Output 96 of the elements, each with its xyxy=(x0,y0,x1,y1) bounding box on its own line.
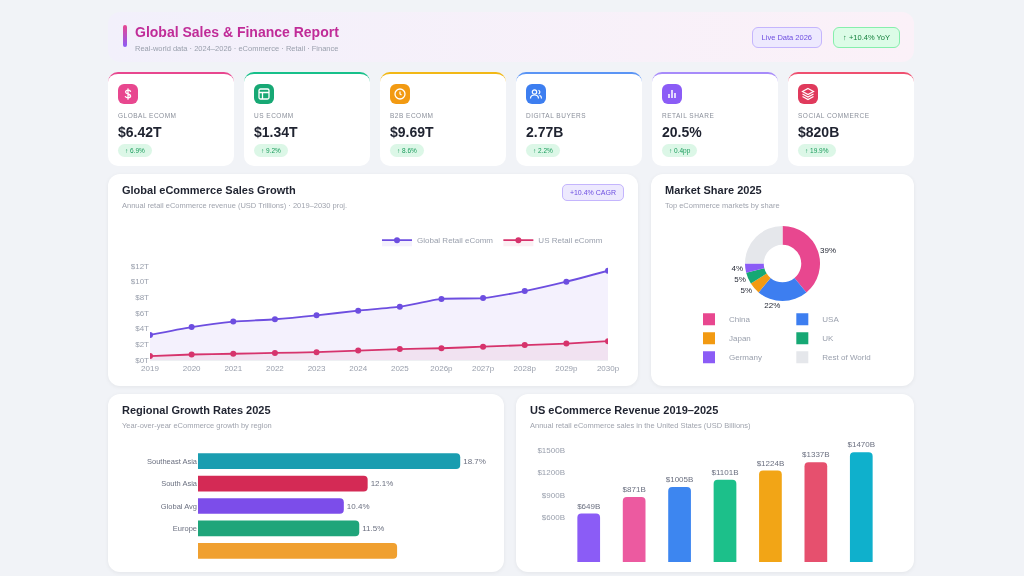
point xyxy=(521,288,528,295)
bar xyxy=(198,475,368,492)
x-tick-label: 2021 xyxy=(224,363,243,373)
point xyxy=(271,316,278,323)
chart-title: Regional Growth Rates 2025 xyxy=(122,404,271,416)
donut-slice xyxy=(745,263,765,273)
data-label: 4% xyxy=(731,263,744,273)
x-tick-label: 2024 xyxy=(349,363,368,373)
legend-label: Rest of World xyxy=(822,353,871,363)
donut-slice xyxy=(782,226,820,293)
legend-label: US Retail eComm xyxy=(538,236,603,246)
data-label: 39% xyxy=(820,245,837,255)
x-tick-label: 2030p xyxy=(596,363,620,373)
point xyxy=(521,342,528,349)
data-label: $1337B xyxy=(802,450,830,460)
x-tick-label: 2020 xyxy=(182,363,202,373)
y-tick-label: $900B xyxy=(541,490,565,500)
point xyxy=(396,346,403,353)
data-label: $1101B xyxy=(711,467,739,477)
data-label: 22% xyxy=(764,301,781,310)
y-tick-label: $10T xyxy=(130,277,150,287)
point xyxy=(396,303,403,310)
point xyxy=(480,295,487,302)
x-tick-label: 2027p xyxy=(471,363,495,373)
bar xyxy=(759,470,782,562)
x-tick-label: 2022 xyxy=(266,363,285,373)
bar xyxy=(198,542,398,559)
y-tick-label: $12T xyxy=(130,261,150,271)
legend-label: Japan xyxy=(729,334,751,344)
bar xyxy=(713,479,737,562)
x-tick-label: 2029p xyxy=(555,363,579,373)
point xyxy=(188,351,195,358)
donut-slice xyxy=(746,268,767,284)
point xyxy=(188,324,195,331)
text: 20.5% xyxy=(662,124,702,140)
chart-title: US eCommerce Revenue 2019–2025 xyxy=(530,404,719,416)
y-tick-label: $1500B xyxy=(537,445,565,455)
point xyxy=(563,278,570,285)
point xyxy=(230,350,237,357)
data-label: $1005B xyxy=(665,474,694,484)
data-label: 5% xyxy=(740,285,753,295)
data-label: 12.1% xyxy=(370,479,394,489)
text: 2.77B xyxy=(526,124,564,140)
point xyxy=(230,318,237,325)
y-tick-label: $8T xyxy=(135,293,150,303)
x-tick-label: 2023 xyxy=(307,363,326,373)
donut-slice xyxy=(750,273,771,293)
point xyxy=(438,345,445,352)
bar xyxy=(849,452,873,562)
text: Global Sales & Finance Report xyxy=(135,24,339,40)
bar xyxy=(622,496,646,562)
legend-label: USA xyxy=(822,315,840,325)
data-label: 11.5% xyxy=(362,523,385,533)
donut-slice xyxy=(758,277,807,301)
y-tick-label: $1200B xyxy=(537,468,565,478)
data-label: $649B xyxy=(577,501,601,511)
data-label: $871B xyxy=(622,484,646,494)
point xyxy=(563,340,570,347)
y-tick-label: $2T xyxy=(135,340,150,350)
point xyxy=(355,347,362,354)
y-tick-label: $600B xyxy=(541,513,565,522)
text: $9.69T xyxy=(390,124,434,140)
point xyxy=(480,343,487,350)
point xyxy=(355,307,362,314)
text: $820B xyxy=(798,124,840,140)
point xyxy=(313,312,320,319)
point xyxy=(438,295,445,302)
bar xyxy=(198,453,461,470)
legend-label: Global Retail eComm xyxy=(417,236,494,246)
data-label: 5% xyxy=(734,274,746,284)
bar xyxy=(668,486,691,562)
point xyxy=(313,349,320,356)
legend-label: Germany xyxy=(729,353,762,363)
legend-label: China xyxy=(729,315,751,325)
chart-title: Global eCommerce Sales Growth xyxy=(122,184,296,196)
x-tick-label: 2028p xyxy=(513,363,537,373)
y-tick-label: $0T xyxy=(135,355,150,365)
bar xyxy=(198,498,344,514)
bar xyxy=(198,520,360,537)
y-tick-label: $4T xyxy=(135,324,150,334)
y-tick-label: $6T xyxy=(135,308,150,318)
chart-title: Market Share 2025 xyxy=(665,184,762,196)
bar xyxy=(577,513,601,562)
data-label: $1470B xyxy=(847,440,876,450)
text: $1.34T xyxy=(254,124,298,140)
x-tick-label: 2019 xyxy=(141,363,160,373)
x-tick-label: 2026p xyxy=(430,363,454,373)
bar xyxy=(804,462,828,562)
x-tick-label: 2025 xyxy=(390,363,410,373)
donut-slice xyxy=(745,226,783,264)
point xyxy=(271,349,278,356)
data-label: 10.4% xyxy=(346,501,370,511)
text: $6.42T xyxy=(118,124,162,140)
legend-label: UK xyxy=(822,334,835,344)
data-label: $1224B xyxy=(756,458,785,468)
data-label: 18.7% xyxy=(463,456,486,466)
